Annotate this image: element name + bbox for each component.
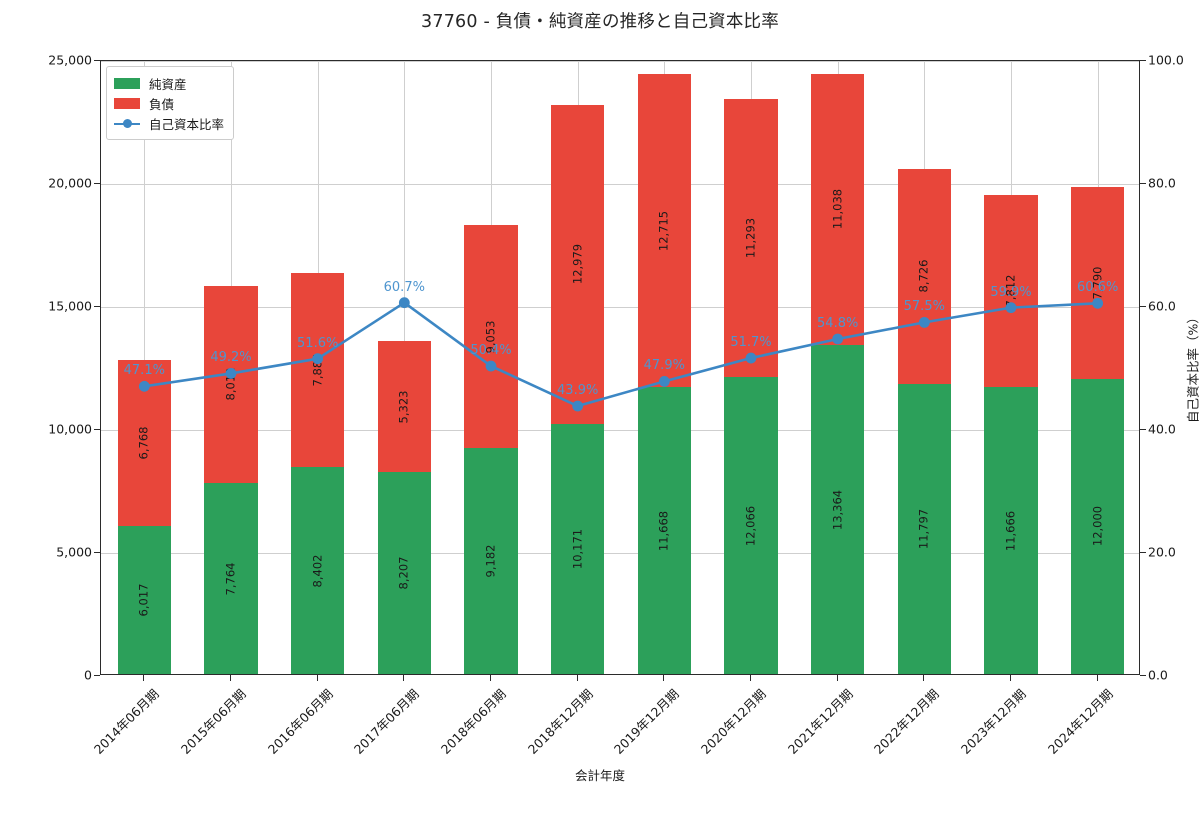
y-axis-tick-mark-right bbox=[1140, 552, 1146, 553]
ratio-line-marker bbox=[139, 381, 150, 392]
y-axis-tick-mark-left bbox=[94, 60, 100, 61]
ratio-value-label: 54.8% bbox=[817, 317, 858, 330]
chart-legend: 純資産 負債 自己資本比率 bbox=[106, 66, 234, 140]
ratio-line-marker bbox=[1006, 302, 1017, 313]
legend-item-equity: 純資産 bbox=[114, 73, 224, 93]
y-axis-tick-label-left: 20,000 bbox=[48, 176, 92, 191]
ratio-line-marker bbox=[832, 334, 843, 345]
y-axis-tick-mark-left bbox=[94, 306, 100, 307]
legend-line-marker-icon bbox=[114, 118, 140, 129]
ratio-value-label: 47.9% bbox=[644, 359, 685, 372]
page-title: 37760 - 負債・純資産の推移と自己資本比率 bbox=[0, 8, 1200, 33]
x-axis-tick-label: 2018年12月期 bbox=[441, 684, 596, 839]
x-axis-tick-mark bbox=[837, 675, 838, 681]
y-axis-tick-label-left: 10,000 bbox=[48, 422, 92, 437]
y-axis-label-right: 自己資本比率（%） bbox=[1183, 257, 1200, 477]
y-axis-tick-mark-left bbox=[94, 552, 100, 553]
x-axis-tick-mark bbox=[1097, 675, 1098, 681]
ratio-value-label: 60.7% bbox=[384, 281, 425, 294]
legend-label-equity: 純資産 bbox=[149, 74, 187, 93]
ratio-value-label: 47.1% bbox=[124, 364, 165, 377]
ratio-value-label: 59.9% bbox=[990, 286, 1031, 299]
y-axis-tick-label-left: 0 bbox=[84, 668, 92, 683]
y-axis-tick-label-right: 20.0 bbox=[1148, 545, 1176, 560]
y-axis-tick-mark-right bbox=[1140, 429, 1146, 430]
y-axis-tick-label-right: 100.0 bbox=[1148, 53, 1184, 68]
ratio-value-label: 60.6% bbox=[1077, 281, 1118, 294]
ratio-line-marker bbox=[1092, 298, 1103, 309]
x-axis-tick-label: 2019年12月期 bbox=[528, 684, 683, 839]
y-axis-tick-mark-left bbox=[94, 675, 100, 676]
x-axis-tick-label: 2022年12月期 bbox=[788, 684, 943, 839]
y-axis-tick-label-right: 80.0 bbox=[1148, 176, 1176, 191]
x-axis-tick-label: 2021年12月期 bbox=[701, 684, 856, 839]
x-axis-tick-label: 2020年12月期 bbox=[615, 684, 770, 839]
ratio-value-label: 57.5% bbox=[904, 300, 945, 313]
y-axis-tick-mark-right bbox=[1140, 183, 1146, 184]
x-axis-tick-label: 2023年12月期 bbox=[875, 684, 1030, 839]
x-axis-tick-mark bbox=[577, 675, 578, 681]
ratio-line-marker bbox=[399, 297, 410, 308]
x-axis-tick-mark bbox=[317, 675, 318, 681]
ratio-line-marker bbox=[312, 353, 323, 364]
ratio-value-label: 49.2% bbox=[210, 351, 251, 364]
legend-swatch-liability-icon bbox=[114, 98, 140, 109]
ratio-value-label: 51.6% bbox=[297, 337, 338, 350]
ratio-value-label: 43.9% bbox=[557, 384, 598, 397]
x-axis-tick-mark bbox=[143, 675, 144, 681]
legend-label-ratio: 自己資本比率 bbox=[149, 114, 224, 133]
y-axis-tick-mark-right bbox=[1140, 306, 1146, 307]
x-axis-tick-label: 2014年06月期 bbox=[8, 684, 163, 839]
y-axis-tick-label-left: 15,000 bbox=[48, 299, 92, 314]
x-axis-tick-mark bbox=[1010, 675, 1011, 681]
y-axis-tick-label-right: 0.0 bbox=[1148, 668, 1168, 683]
ratio-line-marker bbox=[659, 376, 670, 387]
y-axis-tick-label-right: 60.0 bbox=[1148, 299, 1176, 314]
x-axis-tick-mark bbox=[230, 675, 231, 681]
ratio-line-marker bbox=[919, 317, 930, 328]
y-axis-tick-label-left: 5,000 bbox=[56, 545, 92, 560]
x-axis-tick-label: 2015年06月期 bbox=[95, 684, 250, 839]
legend-label-liability: 負債 bbox=[149, 94, 174, 113]
legend-item-ratio: 自己資本比率 bbox=[114, 113, 224, 133]
x-axis-tick-mark bbox=[663, 675, 664, 681]
y-axis-tick-label-right: 40.0 bbox=[1148, 422, 1176, 437]
ratio-line-marker bbox=[486, 361, 497, 372]
y-axis-label-left: 金額（百万円） bbox=[0, 267, 2, 467]
ratio-line-marker bbox=[572, 401, 583, 412]
x-axis-tick-label: 2016年06月期 bbox=[181, 684, 336, 839]
ratio-line-layer bbox=[101, 61, 1141, 676]
x-axis-tick-label: 2024年12月期 bbox=[961, 684, 1116, 839]
ratio-line-marker bbox=[226, 368, 237, 379]
ratio-line-marker bbox=[746, 353, 757, 364]
x-axis-tick-mark bbox=[490, 675, 491, 681]
x-axis-tick-mark bbox=[750, 675, 751, 681]
legend-item-liability: 負債 bbox=[114, 93, 224, 113]
x-axis-tick-mark bbox=[403, 675, 404, 681]
ratio-value-label: 51.7% bbox=[730, 336, 771, 349]
legend-swatch-equity-icon bbox=[114, 78, 140, 89]
x-axis-tick-mark bbox=[923, 675, 924, 681]
y-axis-tick-mark-right bbox=[1140, 675, 1146, 676]
x-axis-tick-label: 2018年06月期 bbox=[355, 684, 510, 839]
y-axis-tick-mark-left bbox=[94, 183, 100, 184]
y-axis-tick-mark-right bbox=[1140, 60, 1146, 61]
ratio-value-label: 50.4% bbox=[470, 344, 511, 357]
ratio-line-path bbox=[144, 303, 1097, 406]
y-axis-tick-mark-left bbox=[94, 429, 100, 430]
y-axis-tick-label-left: 25,000 bbox=[48, 53, 92, 68]
x-axis-tick-label: 2017年06月期 bbox=[268, 684, 423, 839]
